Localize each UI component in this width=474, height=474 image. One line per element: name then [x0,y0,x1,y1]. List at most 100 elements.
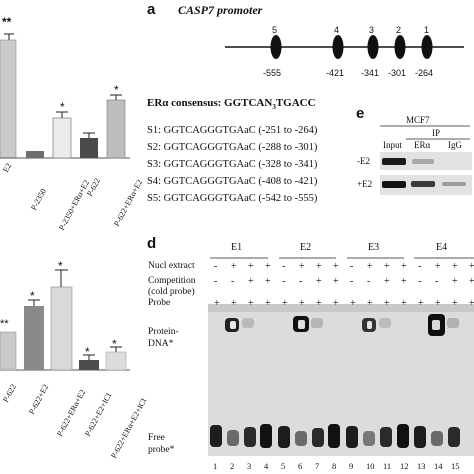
consensus-heading: ERα consensus: GGTCAN3TGACC [147,98,316,111]
emsa-comp-sign-6: - [299,276,303,287]
emsa-comp-sign-10: - [367,276,371,287]
western-blot [380,125,472,195]
bar-p622-e2-ici [79,360,99,370]
lane-number-2: 2 [230,461,235,471]
site-number-4: 4 [334,25,340,35]
promoter-diagram [225,35,464,59]
emsa-comp-sign-7: + [316,276,322,287]
emsa-nucl-sign-14: + [435,261,441,272]
site-number-3: 3 [369,25,375,35]
emsa-probe-sign-9: + [350,298,356,309]
col-input: Input [383,140,402,150]
promoter-title: CASP7 promoter [178,3,263,17]
emsa-comp-sign-11: + [384,276,390,287]
row-nucl-extract: Nucl extract [148,261,195,271]
emsa-nucl-sign-1: - [214,261,218,272]
emsa-nucl-sign-12: + [401,261,407,272]
consensus-label: ERα consensus: GGTCAN [147,97,273,109]
protein-dna-label-1: Protein- [148,327,179,337]
row-minus-e2: -E2 [357,156,370,166]
free-probe-label-2: probe* [148,445,175,455]
lane-number-1: 1 [213,461,218,471]
emsa-comp-sign-14: - [435,276,439,287]
site-position-4: -421 [326,68,345,78]
emsa-comp-sign-12: + [401,276,407,287]
bar-p622-era-e2 [106,99,126,159]
panel-letter-e: e [356,105,365,122]
emsa-probe-sign-13: + [418,298,424,309]
sig-star-b1: * [30,289,35,303]
bar-p622 [80,138,98,158]
emsa-comp-sign-4: + [265,276,271,287]
col-era: ERα [414,140,431,150]
lane-number-3: 3 [247,461,252,471]
group-e3: E3 [368,242,380,253]
emsa-gel [208,257,474,456]
emsa-nucl-sign-4: + [265,261,271,272]
row-cold-probe: (cold probe) [148,287,195,297]
group-e2: E2 [300,242,312,253]
emsa-probe-sign-10: + [367,298,373,309]
emsa-probe-sign-14: + [435,298,441,309]
top-left-bar-chart [0,33,130,159]
emsa-comp-sign-1: - [214,276,218,287]
lane-number-8: 8 [332,461,337,471]
sig-star-b4: * [112,337,117,351]
emsa-comp-sign-16: + [469,276,474,287]
consensus-subscript: 3 [272,103,276,112]
row-plus-e2: +E2 [357,179,373,189]
sig-star-2: * [114,83,119,97]
emsa-nucl-sign-9: - [350,261,354,272]
emsa-comp-sign-15: + [452,276,458,287]
emsa-probe-sign-16: + [469,298,474,309]
emsa-nucl-sign-10: + [367,261,373,272]
emsa-comp-sign-13: - [418,276,422,287]
panel-letter-d: d [147,235,157,252]
free-probe-label-1: Free [148,433,165,443]
sig-star-b2: * [58,259,63,273]
sequence-s2: S2: GGTCAGGGTGAaC (-288 to -301) [147,142,318,153]
lane-number-13: 13 [417,461,426,471]
consensus-tail: TGACC [275,97,316,109]
site-position-1: -264 [415,68,434,78]
emsa-probe-sign-3: + [248,298,254,309]
lane-number-4: 4 [264,461,269,471]
bar-p2350 [26,151,44,158]
lane-number-9: 9 [349,461,354,471]
sequence-s4: S4: GGTCAGGGTGAaC (-408 to -421) [147,176,318,187]
sig-marker-top: ** [2,15,12,29]
emsa-comp-sign-3: + [248,276,254,287]
lane-number-14: 14 [434,461,443,471]
ip-label: IP [432,128,441,138]
emsa-probe-sign-11: + [384,298,390,309]
emsa-nucl-sign-5: - [282,261,286,272]
emsa-probe-sign-6: + [299,298,305,309]
emsa-nucl-sign-16: + [469,261,474,272]
row-competition: Competition [148,276,196,286]
emsa-comp-sign-8: + [333,276,339,287]
sig-star-1: * [60,100,65,114]
site-position-3: -341 [361,68,380,78]
lane-number-7: 7 [315,461,320,471]
group-e4: E4 [436,242,448,253]
lane-number-10: 10 [366,461,375,471]
lane-number-11: 11 [383,461,392,471]
emsa-nucl-sign-8: + [333,261,339,272]
emsa-probe-sign-7: + [316,298,322,309]
site-number-1: 1 [424,25,430,35]
group-e1: E1 [231,242,243,253]
ere-site-5 [270,35,282,59]
emsa-probe-sign-2: + [231,298,237,309]
bar-p622-era-e2-ici [105,351,127,371]
bottom-left-bar-chart [0,269,130,371]
ere-site-3 [367,35,379,59]
row-probe: Probe [148,298,171,308]
sequence-s1: S1: GGTCAGGGTGAaC (-251 to -264) [147,125,318,136]
emsa-probe-sign-12: + [401,298,407,309]
bar-p2350-era-e2 [52,117,72,159]
lane-number-12: 12 [400,461,409,471]
sig-star-b0: ** [0,318,9,330]
panel-letter-a: a [147,1,156,18]
bar-p622-e2 [24,306,44,370]
